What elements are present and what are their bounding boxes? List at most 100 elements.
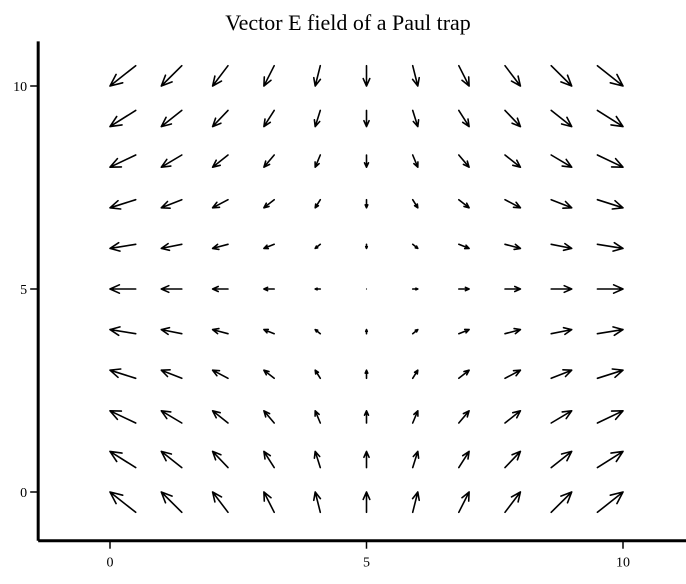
field-arrow — [160, 109, 183, 128]
field-arrow — [109, 284, 137, 294]
field-arrow — [596, 241, 624, 252]
y-tick-label: 0 — [20, 486, 27, 501]
field-arrow — [109, 491, 137, 514]
field-arrow — [160, 369, 183, 380]
field-arrow — [109, 64, 137, 87]
field-arrow — [160, 242, 183, 252]
field-arrow — [411, 369, 419, 380]
field-arrow — [109, 198, 137, 210]
field-arrow — [314, 410, 322, 424]
field-arrow — [363, 450, 370, 469]
field-arrow — [504, 154, 522, 168]
field-arrow — [504, 109, 522, 128]
field-arrow — [596, 154, 624, 168]
field-arrow — [363, 109, 370, 128]
field-arrow — [550, 284, 573, 294]
field-arrow — [211, 327, 229, 335]
field-arrow — [160, 64, 183, 87]
field-arrow — [313, 491, 322, 514]
field-arrow — [411, 491, 420, 514]
field-arrow — [263, 491, 275, 514]
field-arrow — [458, 64, 470, 87]
field-arrow — [160, 410, 183, 424]
field-arrow — [550, 154, 573, 168]
field-arrow — [550, 410, 573, 424]
field-arrow — [160, 284, 183, 294]
field-arrow — [550, 450, 573, 469]
field-arrow — [263, 64, 275, 87]
field-arrow — [458, 243, 470, 250]
field-arrow — [504, 450, 522, 469]
field-arrow — [596, 450, 624, 469]
field-arrow — [109, 368, 137, 380]
field-arrow — [596, 198, 624, 210]
field-arrow — [362, 491, 371, 514]
field-arrow — [314, 287, 322, 291]
vector-field — [109, 64, 624, 514]
field-arrow — [211, 410, 229, 424]
field-arrow — [458, 450, 470, 469]
field-arrow — [458, 410, 470, 424]
field-arrow — [211, 450, 229, 469]
field-arrow — [411, 109, 420, 128]
field-arrow — [314, 154, 322, 168]
ticks: 0 5 10 0 5 10 — [13, 80, 630, 571]
field-arrow — [504, 198, 522, 209]
field-arrow — [211, 491, 229, 514]
field-arrow — [550, 64, 573, 87]
field-arrow — [109, 241, 137, 252]
field-arrow — [458, 154, 470, 168]
field-arrow — [211, 243, 229, 251]
field-arrow — [550, 109, 573, 128]
field-arrow — [109, 450, 137, 469]
field-arrow — [550, 326, 573, 336]
field-arrow — [364, 328, 369, 335]
field-arrow — [504, 491, 522, 514]
field-arrow — [550, 369, 573, 380]
field-arrow — [411, 154, 419, 168]
field-arrow — [458, 109, 470, 128]
field-arrow — [263, 286, 275, 292]
field-arrow — [596, 284, 624, 294]
field-arrow — [313, 109, 322, 128]
field-arrow — [504, 327, 522, 335]
field-arrow — [596, 64, 624, 87]
chart-title: Vector E field of a Paul trap — [225, 10, 471, 35]
x-tick-label: 5 — [363, 556, 370, 571]
field-arrow — [109, 109, 137, 128]
field-arrow — [504, 369, 522, 380]
field-arrow — [263, 328, 275, 335]
field-arrow — [263, 198, 275, 209]
field-arrow — [263, 450, 275, 469]
field-arrow — [263, 369, 275, 380]
field-arrow — [504, 243, 522, 251]
field-arrow — [263, 154, 275, 168]
field-arrow — [504, 285, 522, 293]
field-arrow — [364, 243, 369, 250]
field-arrow — [596, 491, 624, 514]
field-arrow — [596, 368, 624, 380]
field-arrow — [263, 410, 275, 424]
x-tick-label: 10 — [616, 556, 630, 571]
field-arrow — [211, 154, 229, 168]
field-arrow — [211, 369, 229, 380]
field-arrow — [504, 410, 522, 424]
field-arrow — [109, 326, 137, 337]
field-arrow — [109, 410, 137, 424]
field-arrow — [458, 286, 470, 292]
field-arrow — [458, 328, 470, 335]
field-arrow — [160, 491, 183, 514]
field-arrow — [411, 450, 420, 469]
field-arrow — [458, 198, 470, 209]
field-arrow — [411, 410, 419, 424]
field-arrow — [596, 109, 624, 128]
field-arrow — [363, 154, 370, 168]
field-arrow — [504, 64, 522, 87]
field-arrow — [314, 198, 322, 209]
field-arrow — [596, 410, 624, 424]
field-arrow — [314, 369, 322, 380]
field-arrow — [263, 243, 275, 250]
y-tick-label: 5 — [20, 283, 27, 298]
field-arrow — [109, 154, 137, 168]
field-arrow — [211, 64, 229, 87]
